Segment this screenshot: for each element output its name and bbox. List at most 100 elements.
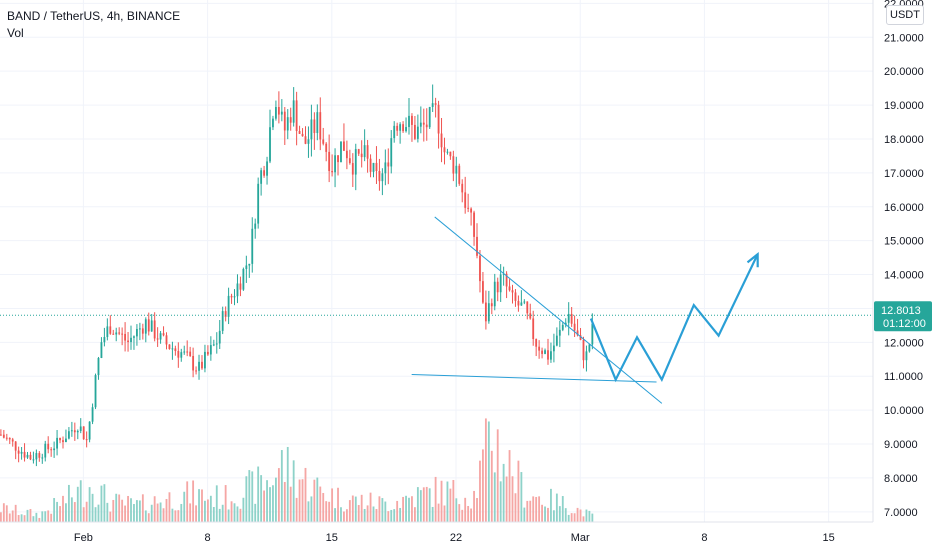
volume-bar (224, 485, 227, 522)
candle-body (555, 335, 558, 346)
volume-bar (144, 510, 147, 522)
volume-bar (416, 487, 419, 522)
time-axis[interactable]: Feb 8 15 22 Mar 8 15 (74, 532, 835, 544)
candle-body (405, 127, 407, 132)
price-tick-label: 16.0000 (884, 202, 924, 214)
volume-bar (23, 515, 26, 522)
resistance-trendline[interactable] (434, 216, 663, 404)
candle-body (437, 104, 440, 134)
volume-bar (387, 511, 390, 522)
volume-bar (275, 477, 277, 522)
volume-bar (295, 497, 298, 522)
volume-bar (532, 496, 535, 522)
volume-bar (357, 505, 360, 522)
volume-bar (138, 500, 141, 522)
candle-body (121, 333, 124, 335)
time-tick-label: Feb (74, 532, 93, 544)
candle-body (399, 124, 402, 131)
price-tick-label: 8.0000 (884, 473, 918, 485)
volume-bar (467, 505, 470, 522)
currency-unit-badge[interactable]: USDT (886, 5, 924, 25)
volume-bar (20, 514, 23, 522)
candle-body (127, 340, 129, 343)
price-axis[interactable]: 7.0000 8.0000 9.0000 10.0000 11.0000 12.0000 1… (884, 0, 924, 519)
candle-body (369, 158, 372, 172)
candle-body (198, 361, 200, 371)
candle-body (490, 303, 493, 307)
volume-bar (337, 487, 339, 522)
volume-bar (171, 508, 174, 522)
volume-bar (538, 496, 541, 522)
candle-body (538, 346, 541, 351)
volume-bar (493, 472, 496, 522)
candle-body (70, 430, 73, 432)
volume-label[interactable]: Vol (7, 26, 24, 40)
volume-bar (529, 500, 532, 522)
candle-body (82, 426, 85, 440)
trend-drawings[interactable] (411, 216, 759, 404)
volume-bar (564, 508, 567, 522)
candle-body (44, 443, 47, 458)
candle-body (76, 430, 79, 433)
volume-bar (180, 503, 183, 522)
volume-bar (301, 479, 304, 522)
projection-path[interactable] (589, 253, 759, 383)
price-tick-label: 18.0000 (884, 134, 924, 146)
candle-body (295, 100, 298, 132)
candle-body (106, 326, 109, 338)
volume-bar (298, 479, 301, 522)
candle-body (482, 281, 484, 303)
candle-body (431, 103, 434, 107)
volume-bar (11, 510, 14, 522)
candle-body (396, 125, 399, 131)
current-price-label: 12.8013 01:12:00 (874, 301, 932, 332)
volume-bar (431, 506, 434, 522)
volume-bar (206, 499, 209, 522)
volume-bar (591, 513, 594, 522)
chart-grid (0, 0, 873, 522)
candle-body (100, 342, 103, 358)
candle-body (541, 350, 543, 354)
volume-bar (245, 476, 248, 522)
projection-arrowhead[interactable] (746, 251, 759, 268)
candle-body (579, 335, 582, 340)
support-trendline[interactable] (411, 374, 657, 383)
price-tick-label: 19.0000 (884, 100, 924, 112)
candle-body (186, 351, 189, 353)
candle-body (8, 437, 11, 440)
volume-bar (38, 517, 41, 522)
candle-body (263, 170, 266, 176)
candle-body (499, 274, 502, 293)
candle-body (487, 303, 490, 322)
volume-bars (0, 418, 594, 522)
volume-bar (343, 511, 345, 522)
candle-body (286, 117, 289, 131)
volume-bar (455, 498, 458, 522)
price-tick-label: 12.0000 (884, 337, 924, 349)
candle-body (50, 449, 53, 451)
candle-body (340, 141, 342, 163)
volume-bar (372, 506, 375, 522)
candle-body (316, 112, 319, 134)
time-tick-label: 15 (823, 532, 835, 544)
volume-bar (573, 513, 576, 522)
candle-body (455, 165, 458, 174)
volume-bar (195, 505, 197, 522)
candle-body (337, 155, 339, 163)
volume-bar (233, 503, 236, 522)
symbol-title[interactable]: BAND / TetherUS, 4h, BINANCE (7, 9, 181, 23)
volume-bar (319, 486, 322, 522)
volume-bar (150, 504, 153, 522)
volume-bar (257, 466, 260, 522)
volume-bar (487, 421, 490, 522)
volume-bar (103, 484, 106, 522)
volume-bar (209, 495, 212, 522)
volume-bar (79, 480, 82, 522)
candle-body (97, 357, 100, 376)
candle-body (535, 339, 538, 347)
candle-body (416, 126, 419, 139)
volume-bar (133, 504, 135, 522)
volume-bar (405, 495, 407, 522)
candle-body (544, 350, 546, 354)
